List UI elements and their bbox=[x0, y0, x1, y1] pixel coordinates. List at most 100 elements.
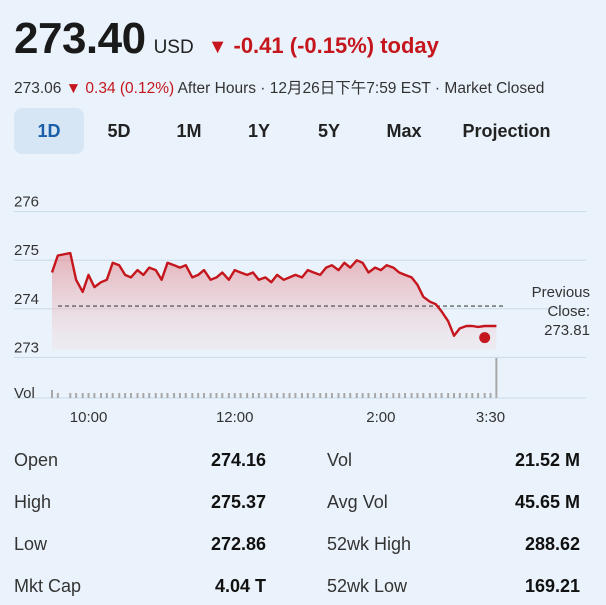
volume-bar bbox=[416, 393, 419, 398]
after-hours-label: After Hours bbox=[177, 80, 256, 97]
volume-bar bbox=[251, 393, 254, 398]
stat-label-low: Low bbox=[14, 534, 48, 554]
stat-row: Open 274.16 Vol 21.52 M bbox=[14, 440, 584, 480]
y-tick-label: 276 bbox=[14, 194, 39, 211]
stat-value-mkt-cap: 4.04 T bbox=[214, 576, 266, 596]
stat-value-open: 274.16 bbox=[210, 450, 266, 470]
volume-bar bbox=[355, 393, 358, 398]
volume-bar bbox=[233, 393, 236, 398]
volume-bar bbox=[160, 393, 163, 398]
stat-row: High 275.37 Avg Vol 45.65 M bbox=[14, 482, 584, 522]
volume-bar bbox=[105, 393, 108, 398]
volume-bar bbox=[294, 393, 297, 398]
price-line bbox=[50, 251, 497, 337]
volume-bar bbox=[276, 393, 279, 398]
volume-bar bbox=[51, 390, 53, 398]
volume-bar bbox=[325, 393, 328, 398]
volume-bar bbox=[447, 393, 450, 398]
volume-bar bbox=[178, 393, 181, 398]
price-change-text: -0.41 (-0.15%) today bbox=[233, 33, 439, 58]
volume-bar bbox=[300, 393, 303, 398]
volume-bar bbox=[246, 393, 249, 398]
volume-bar bbox=[221, 393, 224, 398]
stat-value-low: 272.86 bbox=[210, 534, 266, 554]
stat-label-52wk-high: 52wk High bbox=[327, 534, 412, 554]
volume-bar bbox=[282, 393, 285, 398]
stat-label-mkt-cap: Mkt Cap bbox=[14, 576, 82, 596]
stat-value-52wk-high: 288.62 bbox=[524, 534, 580, 554]
tab-1d[interactable]: 1D bbox=[14, 108, 84, 154]
volume-bar bbox=[343, 393, 346, 398]
stat-value-avg-vol: 45.65 M bbox=[514, 492, 580, 512]
volume-bar bbox=[337, 393, 340, 398]
down-triangle-icon: ▼ bbox=[65, 80, 82, 97]
volume-bar bbox=[93, 393, 96, 398]
volume-bar bbox=[398, 393, 401, 398]
after-hours-change-text: 0.34 (0.12%) bbox=[85, 80, 175, 97]
y-tick-label: 273 bbox=[14, 339, 39, 356]
volume-bar bbox=[197, 393, 200, 398]
y-tick-label: 275 bbox=[14, 242, 39, 259]
stat-label-open: Open bbox=[14, 450, 59, 470]
price-chart[interactable]: 276 275 274 273 Vol 10:00 12:00 2:00 3:30 bbox=[0, 170, 606, 430]
volume-bar bbox=[75, 393, 78, 398]
volume-bar bbox=[56, 393, 59, 398]
x-tick-label: 3:30 bbox=[476, 409, 505, 426]
volume-bar bbox=[495, 358, 498, 398]
current-price: 273.40 bbox=[14, 14, 146, 63]
down-triangle-icon: ▼ bbox=[207, 36, 228, 58]
volume-bar bbox=[257, 393, 260, 398]
volume-bar bbox=[392, 393, 395, 398]
volume-bar bbox=[99, 393, 102, 398]
volume-bar bbox=[434, 393, 437, 398]
volume-bar bbox=[477, 393, 480, 398]
tab-5y[interactable]: 5Y bbox=[317, 121, 341, 141]
previous-close-caption: Previous Close: bbox=[531, 284, 590, 320]
volume-bar bbox=[191, 393, 194, 398]
tab-max[interactable]: Max bbox=[386, 121, 422, 141]
volume-bar bbox=[166, 393, 169, 398]
volume-bar bbox=[374, 393, 377, 398]
stat-label-avg-vol: Avg Vol bbox=[327, 492, 388, 512]
quote-header: 273.40 USD ▼ -0.41 (-0.15%) today bbox=[14, 14, 439, 70]
volume-bar bbox=[410, 393, 413, 398]
stat-label-52wk-low: 52wk Low bbox=[327, 576, 408, 596]
price-change: ▼ -0.41 (-0.15%) today bbox=[208, 33, 439, 59]
volume-bar bbox=[264, 393, 267, 398]
tab-projection[interactable]: Projection bbox=[462, 121, 551, 141]
volume-bar bbox=[349, 393, 352, 398]
volume-bar bbox=[319, 393, 322, 398]
after-hours-change: ▼ 0.34 (0.12%) bbox=[66, 80, 174, 97]
volume-bar bbox=[184, 393, 187, 398]
x-tick-label: 2:00 bbox=[366, 409, 395, 426]
volume-bar bbox=[483, 393, 486, 398]
volume-bar bbox=[239, 393, 242, 398]
y-tick-label: 274 bbox=[14, 291, 39, 308]
volume-bar bbox=[111, 393, 114, 398]
volume-bar bbox=[288, 393, 291, 398]
after-hours-price: 273.06 bbox=[14, 80, 62, 97]
market-status: Market Closed bbox=[444, 80, 545, 97]
tab-5d[interactable]: 5D bbox=[107, 121, 131, 141]
x-tick-label: 12:00 bbox=[216, 409, 254, 426]
volume-bar bbox=[471, 393, 474, 398]
volume-bar bbox=[330, 393, 333, 398]
volume-bar bbox=[154, 393, 157, 398]
x-tick-label: 10:00 bbox=[70, 409, 108, 426]
volume-bar bbox=[136, 393, 139, 398]
volume-bar bbox=[148, 393, 151, 398]
volume-bar bbox=[440, 393, 443, 398]
volume-bar bbox=[361, 393, 364, 398]
stat-value-52wk-low: 169.21 bbox=[524, 576, 580, 596]
volume-bar bbox=[87, 393, 90, 398]
tab-1m[interactable]: 1M bbox=[176, 121, 202, 141]
stat-row: Low 272.86 52wk High 288.62 bbox=[14, 524, 584, 564]
tab-1y[interactable]: 1Y bbox=[247, 121, 271, 141]
currency-label: USD bbox=[153, 37, 194, 58]
volume-bar bbox=[209, 393, 212, 398]
after-hours-timestamp: 12月26日下午7:59 EST bbox=[269, 80, 431, 97]
volume-bar bbox=[142, 393, 145, 398]
volume-bar bbox=[227, 393, 230, 398]
volume-bar bbox=[452, 393, 455, 398]
volume-bar bbox=[81, 393, 84, 398]
